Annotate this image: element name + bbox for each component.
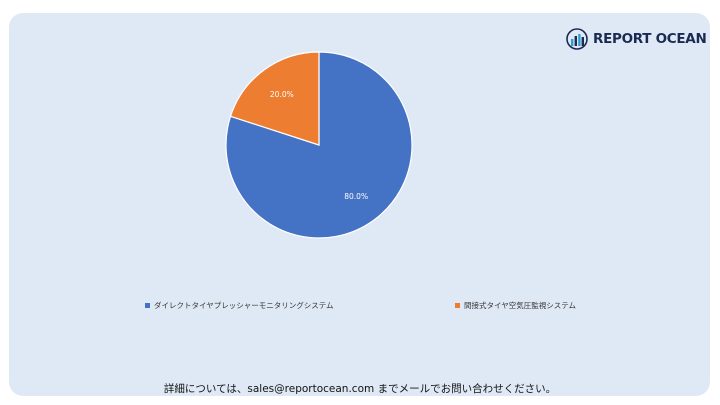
contact-footer: 詳細については、sales@reportocean.com までメールでお問い合… xyxy=(163,383,557,395)
legend-label-direct: ダイレクトタイヤプレッシャーモニタリングシステム xyxy=(154,301,334,310)
brand-name: REPORT OCEAN xyxy=(593,31,707,47)
legend-item-direct: ダイレクトタイヤプレッシャーモニタリングシステム xyxy=(145,300,334,311)
data-label-slice-indirect: 20.0% xyxy=(270,90,294,99)
legend-swatch-direct xyxy=(145,303,150,308)
data-label-slice-direct: 80.0% xyxy=(344,192,368,201)
report-ocean-logo-icon xyxy=(566,28,588,50)
brand-logo: REPORT OCEAN xyxy=(566,28,707,50)
slice-indirect xyxy=(229,51,320,146)
legend-label-indirect: 間接式タイヤ空気圧監視システム xyxy=(464,301,577,310)
legend-swatch-indirect xyxy=(455,303,460,308)
legend-item-indirect: 間接式タイヤ空気圧監視システム xyxy=(455,300,576,311)
